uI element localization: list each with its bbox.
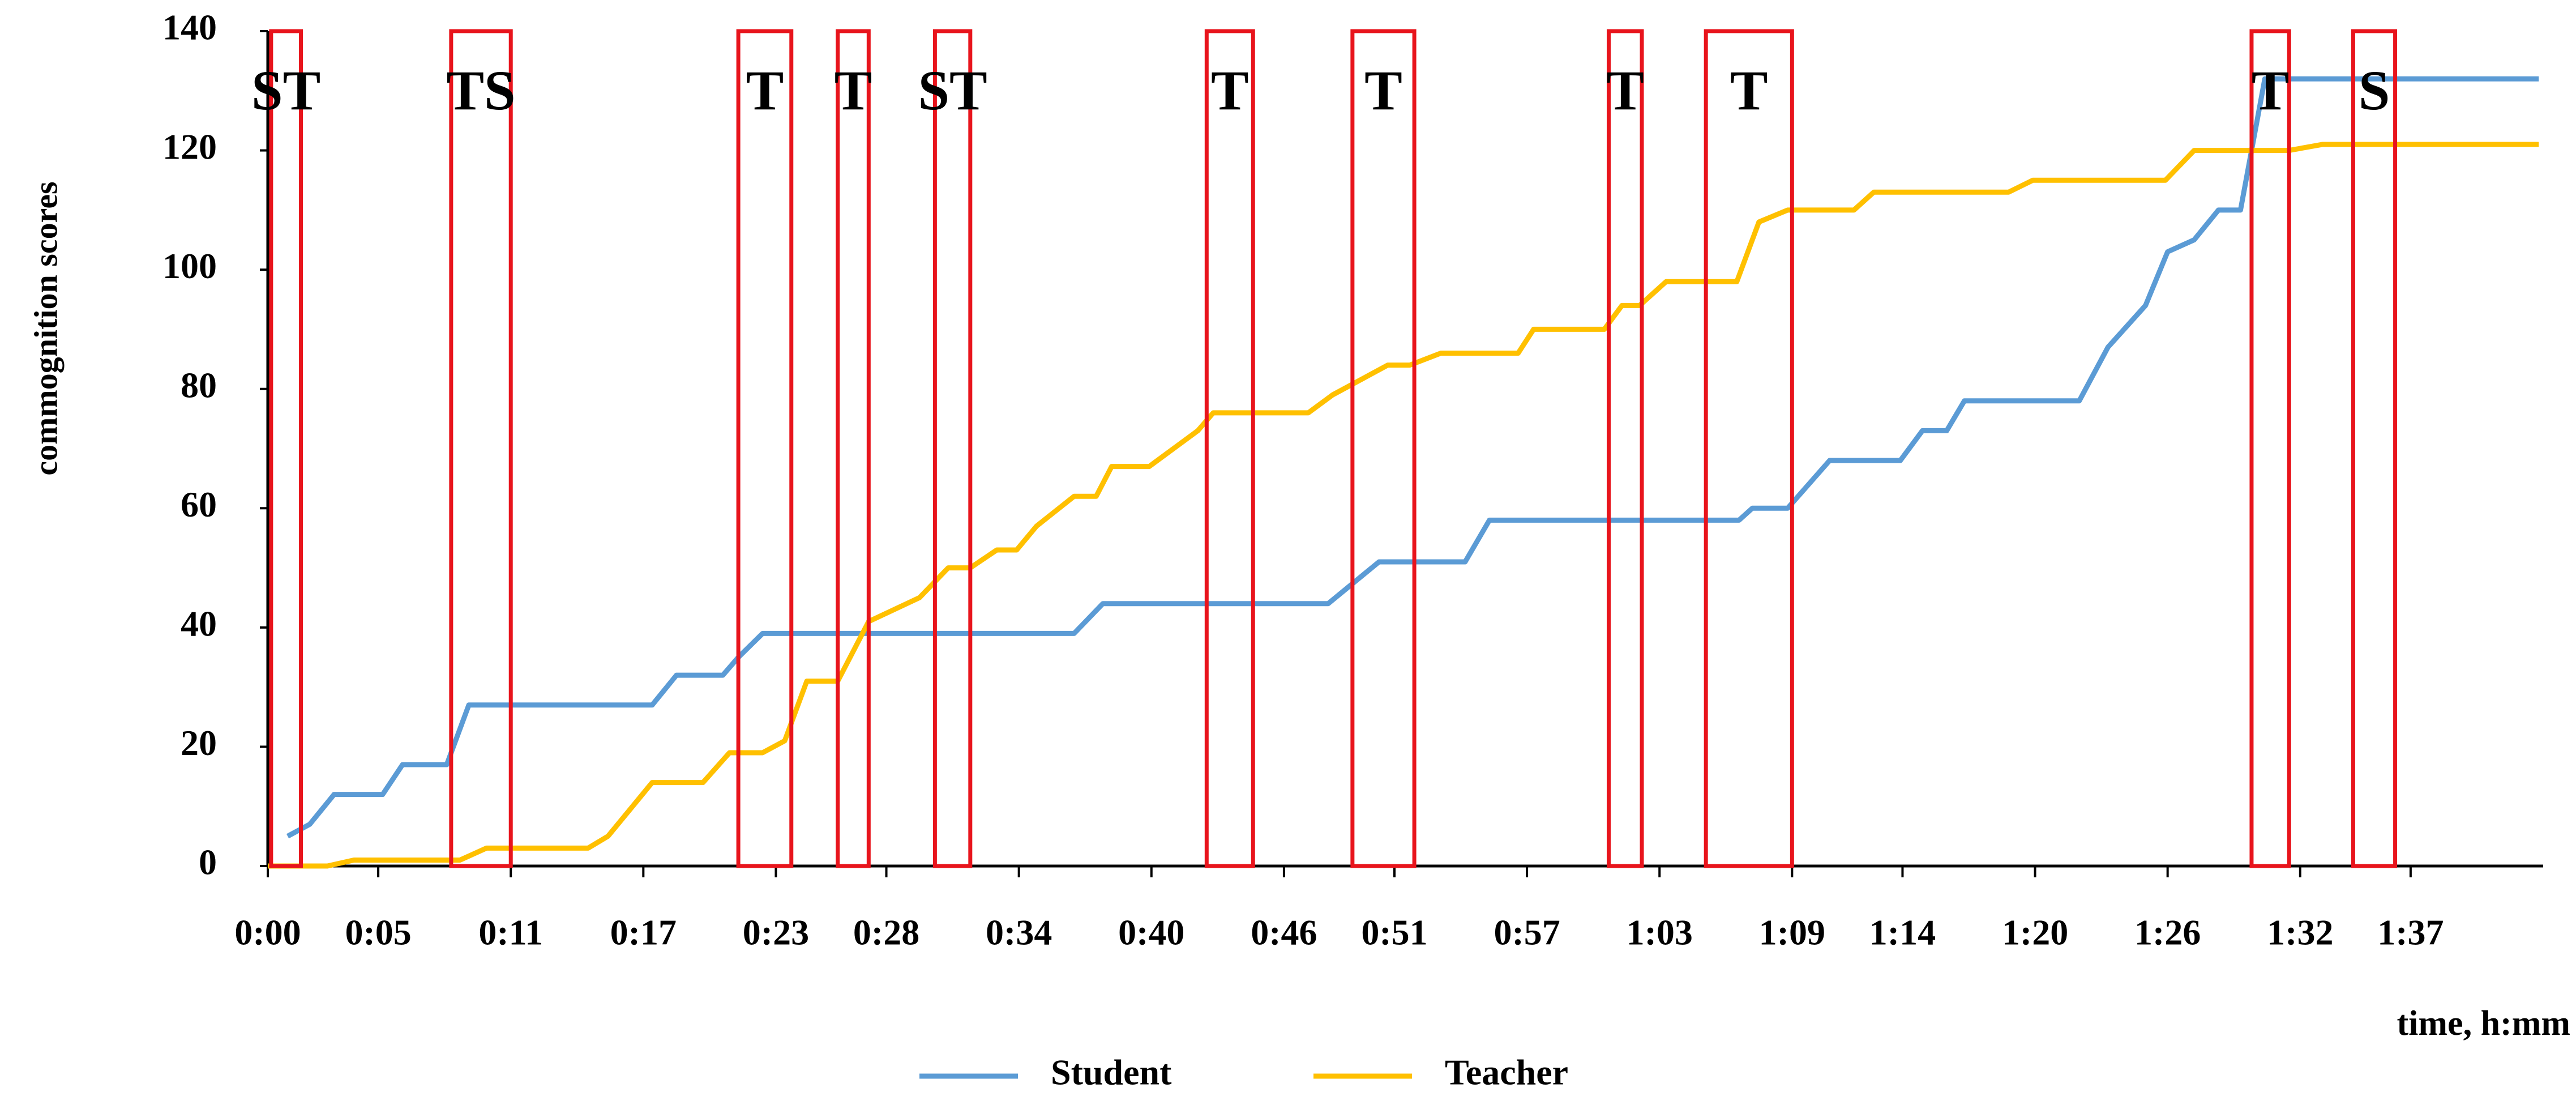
series-line [268, 142, 2539, 869]
annotation-label: T [1211, 59, 1249, 122]
y-axis-label: commognition scores [27, 181, 64, 475]
y-tick-label: 40 [181, 604, 217, 644]
x-tick-label: 1:26 [2134, 912, 2201, 953]
annotation-label: T [746, 59, 784, 122]
annotation-label: T [1606, 59, 1644, 122]
y-tick-label: 0 [199, 842, 217, 882]
x-tick-label: 1:14 [1869, 912, 1936, 953]
annotation-box [1606, 29, 1644, 868]
annotation-box [1204, 29, 1255, 868]
annotation-box [1704, 29, 1794, 868]
annotation-label: T [1364, 59, 1402, 122]
y-tick-label: 120 [162, 126, 217, 167]
legend-label: Teacher [1445, 1052, 1568, 1093]
annotation-label: ST [251, 59, 320, 122]
annotation-box [2351, 29, 2398, 868]
legend-label: Student [1051, 1052, 1172, 1093]
annotation-label: ST [918, 59, 987, 122]
x-tick-label: 1:32 [2267, 912, 2333, 953]
annotation-label: T [1730, 59, 1768, 122]
x-tick-label: 0:46 [1251, 912, 1317, 953]
annotation-label: S [2359, 59, 2390, 122]
annotation-box [836, 29, 871, 868]
y-tick-label: 140 [162, 7, 217, 48]
y-tick-label: 20 [181, 723, 217, 763]
annotation-box [1350, 29, 1417, 868]
annotation-label: T [835, 59, 872, 122]
x-tick-label: 1:09 [1759, 912, 1825, 953]
annotation-box [736, 29, 794, 868]
x-tick-label: 0:57 [1494, 912, 1560, 953]
x-tick-label: 1:20 [2002, 912, 2068, 953]
annotation-label: TS [446, 59, 515, 122]
x-tick-label: 0:17 [610, 912, 677, 953]
x-tick-label: 0:05 [345, 912, 411, 953]
annotation-box [449, 29, 513, 868]
y-tick-label: 80 [181, 365, 217, 405]
x-tick-label: 0:11 [478, 912, 543, 953]
annotation-box [2249, 29, 2291, 868]
annotation-box [932, 29, 973, 868]
x-tick-label: 0:23 [743, 912, 809, 953]
x-axis-label: time, h:mm [2397, 1004, 2570, 1043]
y-tick-label: 100 [162, 246, 217, 286]
x-tick-label: 0:28 [853, 912, 919, 953]
x-tick-label: 0:40 [1118, 912, 1184, 953]
annotation-box [269, 29, 303, 868]
x-tick-label: 1:03 [1627, 912, 1693, 953]
y-tick-label: 60 [181, 484, 217, 524]
x-tick-label: 0:34 [986, 912, 1052, 953]
x-tick-label: 0:00 [234, 912, 301, 953]
series-line [286, 76, 2539, 839]
x-tick-label: 0:51 [1361, 912, 1427, 953]
x-tick-label: 1:37 [2377, 912, 2444, 953]
annotation-label: T [2252, 59, 2290, 122]
